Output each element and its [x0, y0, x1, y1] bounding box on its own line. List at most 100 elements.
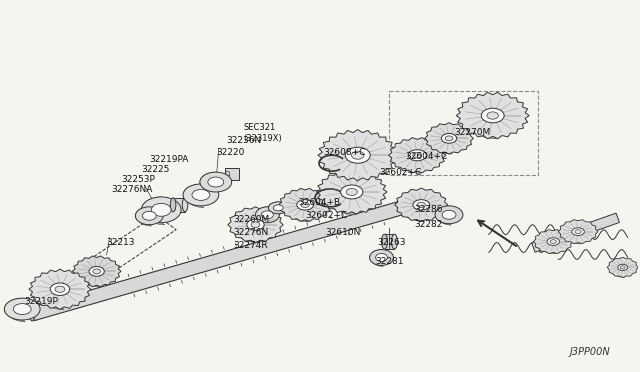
- Ellipse shape: [370, 250, 394, 265]
- Polygon shape: [395, 188, 448, 222]
- Text: 32260M: 32260M: [234, 215, 270, 224]
- Ellipse shape: [13, 304, 31, 315]
- Polygon shape: [558, 220, 598, 244]
- Ellipse shape: [141, 197, 181, 223]
- Text: 32608+C: 32608+C: [323, 148, 365, 157]
- Ellipse shape: [413, 200, 429, 210]
- Text: 32219PA: 32219PA: [149, 155, 189, 164]
- Ellipse shape: [192, 189, 210, 201]
- Text: 32220: 32220: [216, 148, 244, 157]
- Polygon shape: [136, 207, 152, 226]
- Ellipse shape: [89, 266, 104, 276]
- Polygon shape: [388, 138, 446, 173]
- Ellipse shape: [442, 134, 457, 143]
- Ellipse shape: [50, 283, 70, 295]
- Text: 32270M: 32270M: [454, 128, 490, 137]
- Ellipse shape: [268, 202, 288, 214]
- Text: 32604+C: 32604+C: [405, 152, 447, 161]
- Text: 32602+C: 32602+C: [380, 168, 422, 177]
- Polygon shape: [536, 231, 556, 254]
- Ellipse shape: [183, 184, 219, 206]
- Polygon shape: [225, 168, 239, 180]
- Ellipse shape: [351, 151, 364, 159]
- Ellipse shape: [182, 198, 188, 212]
- Polygon shape: [428, 125, 452, 154]
- Polygon shape: [282, 190, 308, 222]
- Text: J3PP00N: J3PP00N: [569, 347, 610, 357]
- Polygon shape: [560, 221, 580, 244]
- Ellipse shape: [301, 202, 309, 208]
- Ellipse shape: [346, 189, 357, 195]
- Text: 32282: 32282: [414, 220, 443, 229]
- Polygon shape: [425, 123, 474, 154]
- Text: 32219P: 32219P: [24, 297, 58, 306]
- Polygon shape: [141, 197, 164, 225]
- Text: 32263: 32263: [378, 238, 406, 247]
- Polygon shape: [320, 172, 356, 215]
- Ellipse shape: [408, 150, 426, 161]
- Ellipse shape: [575, 230, 581, 234]
- Polygon shape: [532, 213, 620, 252]
- Text: Ω: Ω: [225, 171, 230, 177]
- Polygon shape: [173, 198, 185, 212]
- Polygon shape: [4, 298, 25, 322]
- Ellipse shape: [255, 207, 279, 223]
- Polygon shape: [230, 209, 259, 243]
- Ellipse shape: [487, 112, 499, 119]
- Ellipse shape: [200, 172, 232, 192]
- Text: 32610N: 32610N: [325, 228, 360, 237]
- Ellipse shape: [442, 210, 456, 219]
- Polygon shape: [318, 129, 397, 181]
- Ellipse shape: [392, 234, 397, 249]
- Text: SEC321
(32319X): SEC321 (32319X): [244, 124, 282, 143]
- Polygon shape: [228, 207, 283, 243]
- Polygon shape: [29, 269, 91, 310]
- Ellipse shape: [481, 108, 504, 123]
- Ellipse shape: [417, 202, 426, 208]
- Text: 32602+C: 32602+C: [305, 211, 348, 220]
- Ellipse shape: [297, 200, 314, 210]
- Polygon shape: [255, 207, 269, 224]
- Polygon shape: [268, 202, 280, 215]
- Ellipse shape: [151, 203, 171, 216]
- Polygon shape: [316, 170, 387, 214]
- Ellipse shape: [170, 198, 176, 212]
- Ellipse shape: [572, 228, 584, 235]
- Polygon shape: [609, 259, 625, 278]
- Ellipse shape: [136, 207, 163, 225]
- Text: 32281: 32281: [376, 257, 404, 266]
- Polygon shape: [75, 257, 100, 287]
- Ellipse shape: [376, 253, 387, 262]
- Ellipse shape: [4, 298, 40, 320]
- Polygon shape: [460, 95, 497, 139]
- Polygon shape: [322, 132, 362, 181]
- Ellipse shape: [247, 219, 264, 230]
- Ellipse shape: [618, 264, 628, 270]
- Polygon shape: [456, 92, 529, 139]
- Polygon shape: [392, 140, 421, 173]
- Ellipse shape: [55, 286, 65, 292]
- Text: 32225: 32225: [141, 165, 170, 174]
- Ellipse shape: [547, 238, 559, 246]
- Polygon shape: [370, 250, 383, 266]
- Ellipse shape: [208, 177, 224, 187]
- Ellipse shape: [29, 307, 35, 321]
- Text: 32236N: 32236N: [227, 137, 262, 145]
- Polygon shape: [200, 172, 218, 193]
- Polygon shape: [72, 256, 121, 287]
- Text: 32253P: 32253P: [122, 175, 156, 184]
- Ellipse shape: [340, 185, 363, 199]
- Text: 32213: 32213: [107, 238, 135, 247]
- Ellipse shape: [445, 136, 453, 141]
- Ellipse shape: [262, 211, 273, 219]
- Ellipse shape: [142, 211, 156, 220]
- Text: 32274R: 32274R: [234, 241, 268, 250]
- Ellipse shape: [345, 147, 370, 163]
- Polygon shape: [435, 206, 451, 225]
- Polygon shape: [278, 188, 332, 221]
- Polygon shape: [183, 184, 204, 208]
- Polygon shape: [385, 234, 394, 249]
- Polygon shape: [397, 190, 424, 221]
- Ellipse shape: [381, 234, 387, 249]
- Ellipse shape: [93, 269, 100, 274]
